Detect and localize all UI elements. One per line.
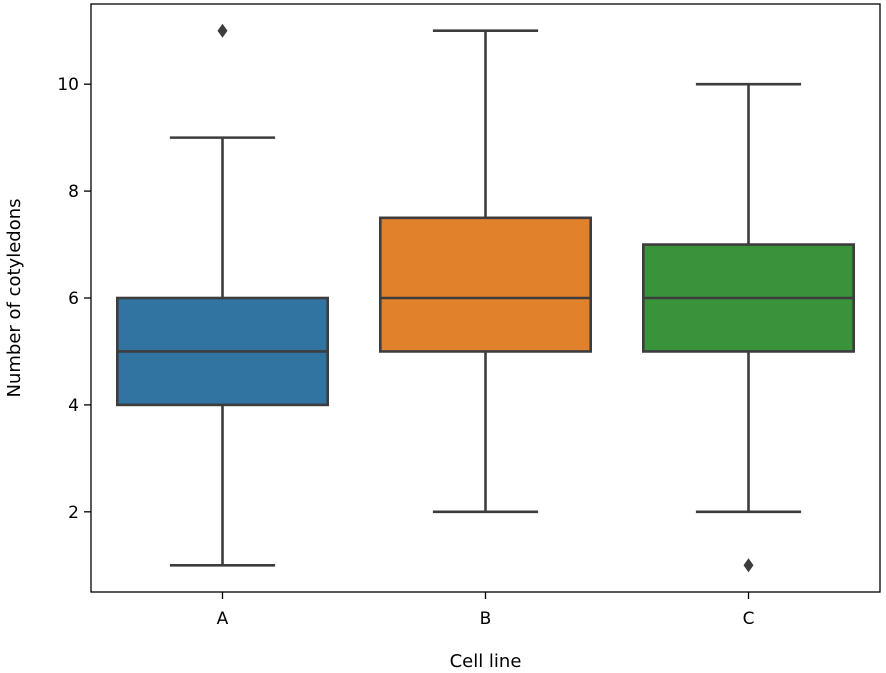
plot-area <box>90 3 881 593</box>
y-tick-label: 4 <box>68 396 79 416</box>
box-B <box>378 29 592 514</box>
y-tick-label: 10 <box>57 75 79 95</box>
iqr-box <box>378 216 592 353</box>
boxes-layer <box>116 23 855 573</box>
x-tick-label: A <box>217 609 229 629</box>
outlier-point <box>217 23 228 38</box>
y-tick-label: 2 <box>68 503 79 523</box>
outlier-point <box>743 558 754 573</box>
y-axis-label: Number of cotyledons <box>4 198 25 397</box>
box-A <box>116 23 329 567</box>
y-tick-label: 6 <box>68 289 79 309</box>
y-tick-label: 8 <box>68 182 79 202</box>
x-axis: A B C <box>217 592 755 629</box>
y-axis: 2 4 6 8 10 <box>57 75 91 523</box>
box-C <box>641 82 855 573</box>
x-tick-label: C <box>743 609 755 629</box>
x-axis-label: Cell line <box>450 651 522 672</box>
x-tick-label: B <box>480 609 492 629</box>
